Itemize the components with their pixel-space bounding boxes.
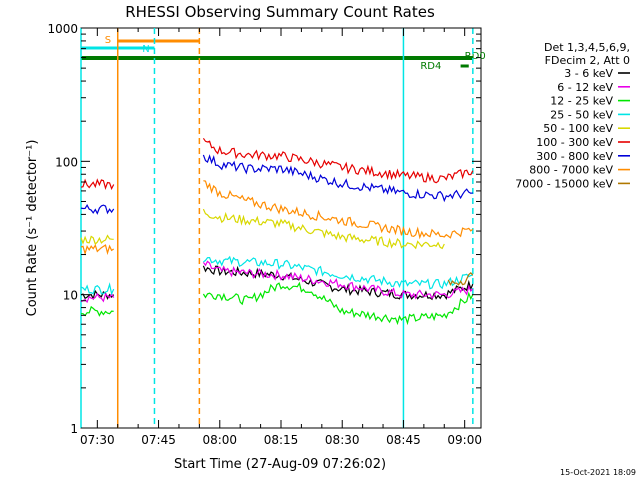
- x-tick-label-3: 08:15: [264, 433, 299, 447]
- series-4-segment-0: [80, 234, 114, 246]
- flag-layer: S N RD0 RD4: [81, 35, 486, 72]
- y-tick-label-2: 100: [55, 155, 78, 169]
- legend-label-4: 50 - 100 keV: [543, 122, 613, 135]
- chart-title: RHESSI Observing Summary Count Rates: [125, 3, 435, 21]
- series-1-segment-1: [202, 260, 474, 300]
- series-7: [80, 180, 474, 256]
- x-tick-label-5: 08:45: [386, 433, 421, 447]
- series-1: [80, 260, 474, 304]
- legend: Det 1,3,4,5,6,9,FDecim 2, Att 03 - 6 keV…: [515, 41, 630, 190]
- x-axis-label: Start Time (27-Aug-09 07:26:02): [174, 457, 386, 472]
- x-tick-label-6: 09:00: [447, 433, 482, 447]
- legend-label-7: 800 - 7000 keV: [529, 164, 613, 177]
- x-tick-label-4: 08:30: [325, 433, 360, 447]
- axis-layer: 07:30 07:45 08:00 08:15 08:30 08:45 09:00 1 10 10…: [47, 22, 482, 447]
- legend-header-0: Det 1,3,4,5,6,9,: [544, 41, 630, 54]
- series-3-segment-0: [80, 282, 115, 296]
- series-6: [80, 154, 473, 215]
- event-lines: [80, 28, 474, 428]
- legend-label-3: 25 - 50 keV: [550, 108, 613, 121]
- flag-label-rd0: RD0: [465, 51, 486, 62]
- legend-header-1: FDecim 2, Att 0: [545, 54, 630, 67]
- series-7-segment-0: [80, 244, 115, 256]
- series-6-segment-1: [202, 154, 473, 203]
- y-tick-label-0: 1: [70, 422, 78, 436]
- series-4: [80, 208, 445, 250]
- series-3: [80, 255, 473, 296]
- legend-label-6: 300 - 800 keV: [536, 150, 613, 163]
- x-tick-label-2: 08:00: [202, 433, 237, 447]
- series-8: [447, 272, 474, 287]
- x-tick-label-1: 07:45: [141, 433, 176, 447]
- flag-label-rd4: RD4: [420, 61, 441, 72]
- series-6-segment-0: [80, 203, 115, 215]
- footer-timestamp: 15-Oct-2021 18:09: [560, 468, 636, 477]
- y-axis-label: Count Rate (s⁻¹ detector⁻¹): [25, 140, 40, 317]
- series-3-segment-1: [203, 255, 473, 290]
- series-5: [80, 137, 474, 191]
- series-2: [81, 281, 474, 326]
- flag-label-s: S: [105, 35, 111, 46]
- plot-frame: [80, 27, 482, 429]
- legend-label-0: 3 - 6 keV: [564, 67, 613, 80]
- series-4-segment-1: [202, 208, 445, 250]
- series-5-segment-1: [202, 137, 474, 184]
- series-8-segment-0: [447, 272, 474, 287]
- series-7-segment-1: [203, 180, 474, 240]
- series-2-segment-1: [202, 281, 474, 326]
- legend-label-5: 100 - 300 keV: [536, 136, 613, 149]
- legend-label-8: 7000 - 15000 keV: [515, 177, 613, 190]
- series-layer: [80, 137, 474, 326]
- x-tick-label-0: 07:30: [80, 433, 115, 447]
- y-tick-label-1: 10: [63, 289, 78, 303]
- legend-label-2: 12 - 25 keV: [550, 95, 613, 108]
- series-5-segment-0: [80, 178, 115, 191]
- legend-label-1: 6 - 12 keV: [557, 81, 613, 94]
- series-2-segment-0: [81, 305, 114, 317]
- y-tick-label-3: 1000: [47, 22, 78, 36]
- series-1-segment-0: [80, 292, 115, 304]
- flag-label-n: N: [142, 44, 149, 55]
